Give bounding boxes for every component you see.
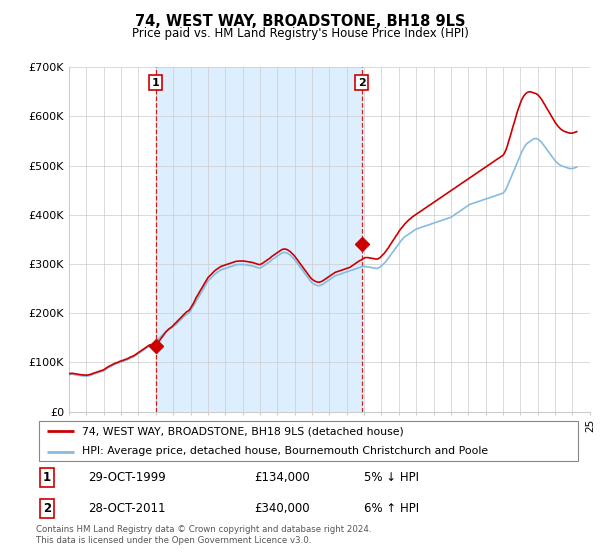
Bar <box>156 67 362 412</box>
Text: Contains HM Land Registry data © Crown copyright and database right 2024.
This d: Contains HM Land Registry data © Crown c… <box>36 525 371 545</box>
Text: £340,000: £340,000 <box>254 502 310 515</box>
Text: 5% ↓ HPI: 5% ↓ HPI <box>364 471 419 484</box>
Text: 2: 2 <box>43 502 51 515</box>
Text: 1: 1 <box>43 471 51 484</box>
Text: Price paid vs. HM Land Registry's House Price Index (HPI): Price paid vs. HM Land Registry's House … <box>131 27 469 40</box>
FancyBboxPatch shape <box>39 421 578 461</box>
Text: £134,000: £134,000 <box>254 471 310 484</box>
Text: 74, WEST WAY, BROADSTONE, BH18 9LS (detached house): 74, WEST WAY, BROADSTONE, BH18 9LS (deta… <box>82 426 404 436</box>
Text: 1: 1 <box>152 78 160 88</box>
Text: 28-OCT-2011: 28-OCT-2011 <box>88 502 166 515</box>
Text: HPI: Average price, detached house, Bournemouth Christchurch and Poole: HPI: Average price, detached house, Bour… <box>82 446 488 456</box>
Text: 29-OCT-1999: 29-OCT-1999 <box>88 471 166 484</box>
Text: 74, WEST WAY, BROADSTONE, BH18 9LS: 74, WEST WAY, BROADSTONE, BH18 9LS <box>135 14 465 29</box>
Text: 6% ↑ HPI: 6% ↑ HPI <box>364 502 419 515</box>
Text: 2: 2 <box>358 78 365 88</box>
